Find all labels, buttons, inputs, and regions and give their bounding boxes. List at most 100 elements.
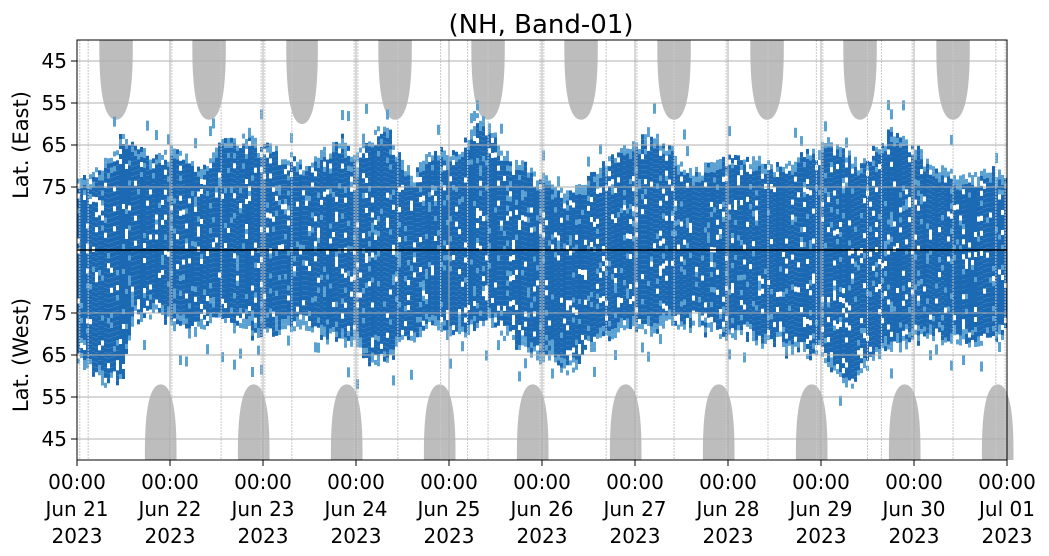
detection-cell <box>224 223 227 229</box>
detection-cell <box>371 272 374 278</box>
detection-cell <box>287 315 290 321</box>
detection-cell <box>332 162 335 168</box>
detection-cell <box>320 334 323 340</box>
detection-cell <box>422 295 425 301</box>
detection-cell <box>476 188 479 194</box>
detection-cell <box>362 133 365 144</box>
detection-cell <box>113 241 116 247</box>
detection-cell <box>398 322 401 328</box>
detection-cell <box>164 259 167 265</box>
detection-cell <box>305 170 308 176</box>
detection-cell <box>344 152 347 158</box>
detection-cell <box>374 294 377 300</box>
detection-cell <box>137 239 140 245</box>
detection-cell <box>89 229 92 235</box>
detection-cell <box>251 305 254 311</box>
detection-cell <box>440 222 443 228</box>
detection-cell <box>116 160 119 166</box>
detection-cell <box>182 209 185 215</box>
detection-cell <box>116 315 119 321</box>
detection-cell <box>389 329 392 335</box>
detection-cell <box>251 300 254 306</box>
detection-cell <box>299 244 302 250</box>
detection-cell <box>410 285 413 291</box>
detection-cell <box>398 227 401 233</box>
detection-cell <box>470 169 473 175</box>
detection-cell <box>353 234 356 240</box>
detection-cell <box>374 329 377 335</box>
detection-cell <box>266 307 269 313</box>
detection-cell <box>416 187 419 193</box>
detection-cell <box>116 220 119 226</box>
detection-cell <box>110 337 113 343</box>
detection-cell <box>116 355 119 361</box>
detection-cell <box>335 286 338 292</box>
detection-cell <box>299 204 302 210</box>
detection-cell <box>293 301 296 307</box>
detection-cell <box>404 261 407 267</box>
detection-cell <box>317 182 320 188</box>
detection-cell <box>176 219 179 225</box>
detection-cell <box>254 167 257 173</box>
detection-cell <box>452 200 455 206</box>
detection-cell <box>308 171 311 177</box>
detection-cell <box>287 280 290 286</box>
detection-cell <box>200 218 203 224</box>
detection-cell <box>92 226 95 232</box>
detection-cell <box>440 207 443 213</box>
detection-cell <box>203 269 206 275</box>
detection-cell <box>317 172 320 178</box>
detection-cell <box>308 276 311 282</box>
detection-cell <box>185 323 188 329</box>
detection-cell <box>326 214 329 220</box>
detection-cell <box>293 221 296 227</box>
detection-cell <box>284 279 287 285</box>
detection-cell <box>272 151 275 157</box>
detection-cell <box>275 240 278 246</box>
detection-cell <box>86 263 89 269</box>
detection-cell <box>470 224 473 230</box>
detection-cell <box>431 265 434 271</box>
detection-cell <box>371 192 374 198</box>
detection-cell <box>245 178 248 184</box>
detection-cell <box>287 260 290 266</box>
detection-cell <box>404 181 407 187</box>
detection-cell <box>107 183 110 189</box>
detection-cell <box>233 243 236 249</box>
detection-cell <box>341 158 344 164</box>
detection-cell <box>476 123 479 129</box>
detection-cell <box>134 255 137 261</box>
detection-cell <box>242 188 245 194</box>
detection-cell <box>221 298 224 304</box>
detection-cell <box>95 277 98 283</box>
detection-cell <box>155 294 158 300</box>
detection-cell <box>425 284 428 290</box>
detection-cell <box>368 196 371 202</box>
detection-cell <box>251 160 254 166</box>
detection-cell <box>254 207 257 213</box>
detection-cell <box>413 262 416 268</box>
detection-cell <box>104 242 107 248</box>
detection-cell <box>299 219 302 225</box>
detection-cell <box>128 225 131 231</box>
detection-cell <box>410 185 413 191</box>
detection-cell <box>161 174 164 180</box>
detection-cell <box>242 158 245 164</box>
detection-cell <box>299 314 302 320</box>
detection-cell <box>245 148 248 154</box>
detection-cell <box>389 154 392 160</box>
detection-cell <box>107 358 110 364</box>
detection-cell <box>224 258 227 264</box>
detection-cell <box>149 269 152 275</box>
detection-cell <box>155 289 158 295</box>
detection-cell <box>248 246 251 252</box>
detection-cell <box>83 300 86 306</box>
detection-cell <box>425 224 428 230</box>
detection-cell <box>86 278 89 284</box>
detection-cell <box>260 307 263 313</box>
detection-cell <box>296 241 299 247</box>
detection-cell <box>326 299 329 305</box>
detection-cell <box>455 306 458 312</box>
detection-cell <box>242 323 245 329</box>
detection-cell <box>452 190 455 196</box>
